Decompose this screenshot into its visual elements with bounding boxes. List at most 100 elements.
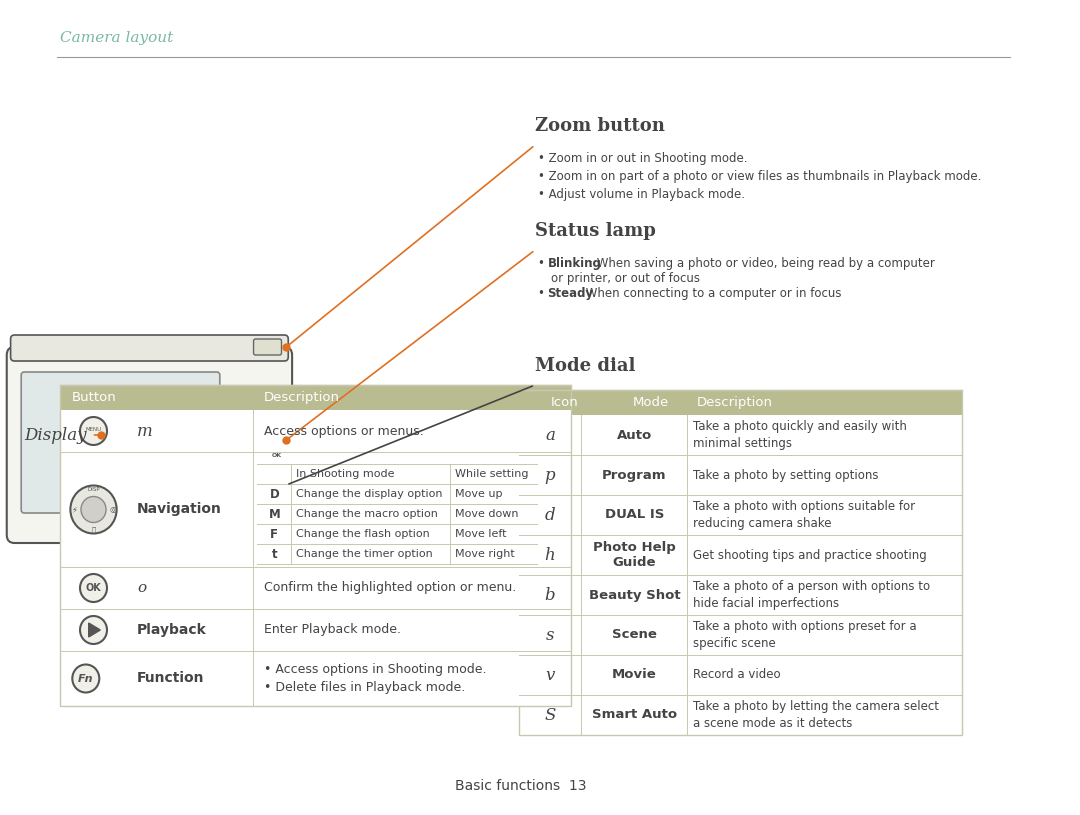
FancyBboxPatch shape bbox=[11, 335, 288, 361]
Text: Status lamp: Status lamp bbox=[535, 222, 656, 240]
Text: Change the timer option: Change the timer option bbox=[296, 549, 433, 559]
FancyBboxPatch shape bbox=[518, 495, 962, 535]
Text: •: • bbox=[538, 287, 549, 300]
Text: Display: Display bbox=[24, 426, 86, 443]
Text: a: a bbox=[545, 426, 555, 443]
Text: Change the display option: Change the display option bbox=[296, 489, 443, 499]
Text: Change the flash option: Change the flash option bbox=[296, 529, 430, 539]
FancyBboxPatch shape bbox=[59, 651, 570, 706]
Text: Steady: Steady bbox=[548, 287, 594, 300]
Circle shape bbox=[80, 616, 107, 644]
Text: Get shooting tips and practice shooting: Get shooting tips and practice shooting bbox=[693, 548, 927, 562]
Text: Description: Description bbox=[697, 396, 773, 409]
Text: Enter Playback mode.: Enter Playback mode. bbox=[265, 623, 401, 637]
FancyBboxPatch shape bbox=[518, 575, 962, 615]
Circle shape bbox=[270, 388, 283, 402]
FancyBboxPatch shape bbox=[518, 655, 962, 695]
FancyBboxPatch shape bbox=[254, 339, 282, 355]
Text: D: D bbox=[269, 487, 279, 500]
Text: Icon: Icon bbox=[551, 396, 578, 409]
Text: Move up: Move up bbox=[455, 489, 502, 499]
Text: p: p bbox=[544, 466, 555, 483]
Text: Take a photo of a person with options to
hide facial imperfections: Take a photo of a person with options to… bbox=[693, 580, 930, 610]
Text: Access options or menus.: Access options or menus. bbox=[265, 425, 423, 438]
Text: t: t bbox=[271, 548, 278, 561]
Text: : When saving a photo or video, being read by a computer: : When saving a photo or video, being re… bbox=[589, 257, 935, 270]
Text: v: v bbox=[545, 667, 555, 684]
Circle shape bbox=[269, 447, 284, 463]
Text: Record a video: Record a video bbox=[693, 668, 781, 681]
Text: • Access options in Shooting mode.
• Delete files in Playback mode.: • Access options in Shooting mode. • Del… bbox=[265, 663, 487, 694]
Text: Take a photo quickly and easily with
minimal settings: Take a photo quickly and easily with min… bbox=[693, 420, 907, 450]
FancyBboxPatch shape bbox=[518, 535, 962, 575]
Text: While setting: While setting bbox=[455, 469, 528, 479]
FancyBboxPatch shape bbox=[22, 372, 220, 513]
Text: Camera layout: Camera layout bbox=[59, 31, 173, 45]
Text: Auto: Auto bbox=[617, 429, 652, 442]
Text: h: h bbox=[544, 547, 555, 563]
Text: Mode dial: Mode dial bbox=[535, 357, 635, 375]
Text: Photo Help
Guide: Photo Help Guide bbox=[593, 541, 676, 569]
Text: Take a photo by setting options: Take a photo by setting options bbox=[693, 469, 879, 482]
Text: Blinking: Blinking bbox=[548, 257, 602, 270]
Text: • Zoom in on part of a photo or view files as thumbnails in Playback mode.: • Zoom in on part of a photo or view fil… bbox=[538, 170, 982, 183]
Text: DUAL IS: DUAL IS bbox=[605, 509, 664, 522]
Text: Take a photo with options suitable for
reducing camera shake: Take a photo with options suitable for r… bbox=[693, 500, 915, 530]
Text: Take a photo with options preset for a
specific scene: Take a photo with options preset for a s… bbox=[693, 620, 917, 650]
Text: F: F bbox=[270, 527, 279, 540]
Circle shape bbox=[229, 407, 264, 443]
Text: ⚡: ⚡ bbox=[71, 505, 77, 514]
Text: Mode: Mode bbox=[633, 396, 669, 409]
Text: Program: Program bbox=[602, 469, 666, 482]
Text: Button: Button bbox=[71, 391, 116, 404]
Text: MENU: MENU bbox=[85, 426, 102, 431]
Circle shape bbox=[234, 463, 257, 487]
Text: Fn: Fn bbox=[78, 673, 94, 684]
Text: Basic functions  13: Basic functions 13 bbox=[455, 779, 586, 793]
Text: Navigation: Navigation bbox=[137, 503, 221, 517]
Circle shape bbox=[81, 496, 106, 522]
Circle shape bbox=[219, 397, 273, 453]
Text: S: S bbox=[544, 707, 556, 724]
Text: : When connecting to a computer or in focus: : When connecting to a computer or in fo… bbox=[579, 287, 842, 300]
FancyBboxPatch shape bbox=[518, 695, 962, 735]
Circle shape bbox=[80, 574, 107, 602]
Circle shape bbox=[269, 469, 284, 485]
Text: • Zoom in or out in Shooting mode.: • Zoom in or out in Shooting mode. bbox=[538, 152, 747, 165]
FancyBboxPatch shape bbox=[6, 347, 292, 543]
Text: Description: Description bbox=[265, 391, 340, 404]
Text: DISP: DISP bbox=[87, 487, 99, 492]
Text: 📷: 📷 bbox=[92, 526, 96, 533]
Text: Beauty Shot: Beauty Shot bbox=[589, 588, 680, 601]
Text: o: o bbox=[137, 581, 146, 595]
FancyBboxPatch shape bbox=[59, 452, 570, 567]
Text: Function: Function bbox=[137, 672, 204, 685]
Text: •: • bbox=[538, 257, 549, 270]
FancyBboxPatch shape bbox=[59, 567, 570, 609]
Text: OK: OK bbox=[85, 583, 102, 593]
FancyBboxPatch shape bbox=[59, 385, 570, 410]
Text: Movie: Movie bbox=[612, 668, 657, 681]
FancyBboxPatch shape bbox=[518, 455, 962, 495]
Circle shape bbox=[269, 492, 284, 508]
Text: • Adjust volume in Playback mode.: • Adjust volume in Playback mode. bbox=[538, 188, 745, 201]
Text: b: b bbox=[544, 587, 555, 603]
Text: s: s bbox=[545, 627, 554, 644]
Text: Zoom button: Zoom button bbox=[535, 117, 665, 135]
FancyBboxPatch shape bbox=[59, 410, 570, 452]
Circle shape bbox=[80, 417, 107, 445]
FancyBboxPatch shape bbox=[518, 615, 962, 655]
Text: Move left: Move left bbox=[455, 529, 507, 539]
Text: Scene: Scene bbox=[612, 628, 657, 641]
Circle shape bbox=[72, 664, 99, 693]
Circle shape bbox=[262, 435, 272, 445]
Text: Move down: Move down bbox=[455, 509, 518, 519]
Text: Playback: Playback bbox=[137, 623, 206, 637]
Text: d: d bbox=[544, 506, 555, 523]
FancyBboxPatch shape bbox=[59, 609, 570, 651]
Text: Take a photo by letting the camera select
a scene mode as it detects: Take a photo by letting the camera selec… bbox=[693, 700, 940, 730]
FancyBboxPatch shape bbox=[518, 390, 962, 415]
Text: Confirm the highlighted option or menu.: Confirm the highlighted option or menu. bbox=[265, 581, 516, 594]
Polygon shape bbox=[89, 623, 100, 637]
Text: m: m bbox=[137, 422, 152, 439]
